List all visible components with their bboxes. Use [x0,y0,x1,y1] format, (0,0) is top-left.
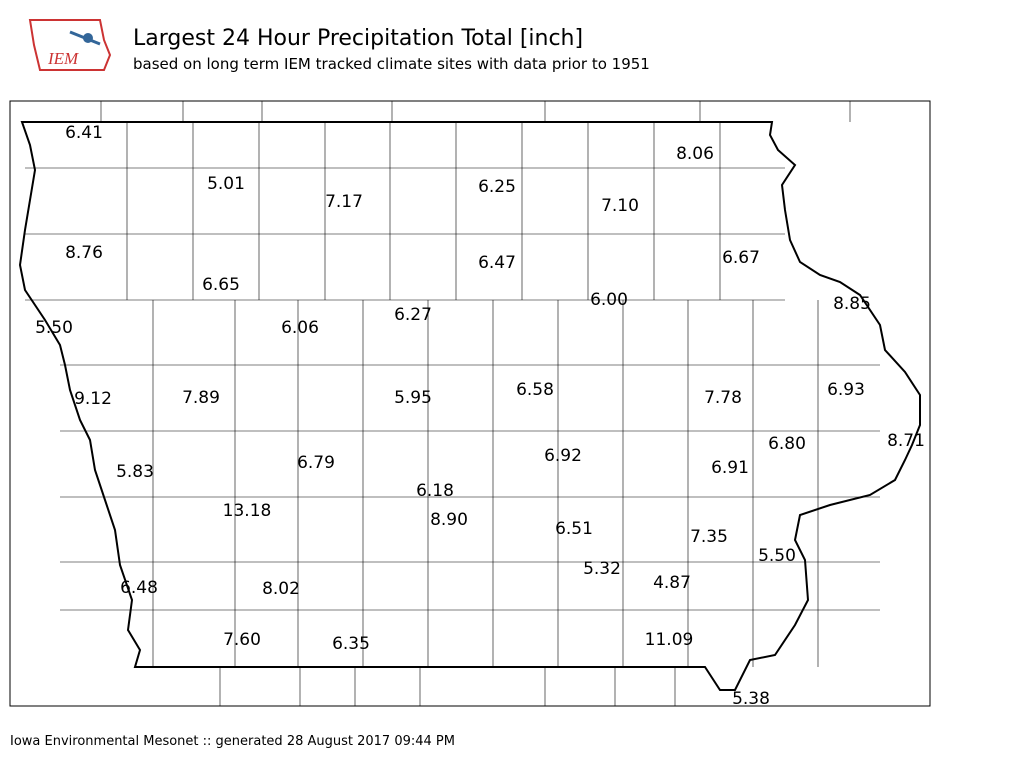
station-value: 7.10 [601,196,639,216]
station-value: 4.87 [653,573,691,593]
subtitle: based on long term IEM tracked climate s… [133,55,650,73]
station-value: 7.78 [704,388,742,408]
station-value: 6.47 [478,253,516,273]
station-value: 6.06 [281,318,319,338]
state-border [18,121,921,691]
station-value: 8.76 [65,243,103,263]
station-value: 8.02 [262,579,300,599]
station-value: 5.95 [394,388,432,408]
map-frame [9,100,931,707]
title: Largest 24 Hour Precipitation Total [inc… [133,26,583,51]
station-value: 6.93 [827,380,865,400]
station-value: 7.35 [690,527,728,547]
station-value: 8.90 [430,510,468,530]
station-value: 7.89 [182,388,220,408]
station-value: 6.91 [711,458,749,478]
station-value: 8.06 [676,144,714,164]
station-value: 7.17 [325,192,363,212]
station-value: 7.60 [223,630,261,650]
station-value: 6.92 [544,446,582,466]
station-value: 11.09 [645,630,694,650]
station-value: 6.51 [555,519,593,539]
station-value: 8.85 [833,294,871,314]
station-value: 5.38 [732,689,770,709]
station-value: 5.83 [116,462,154,482]
station-value: 6.48 [120,578,158,598]
station-value: 6.58 [516,380,554,400]
footer: Iowa Environmental Mesonet :: generated … [10,734,455,749]
station-value: 6.65 [202,275,240,295]
station-value: 13.18 [223,501,272,521]
station-value: 6.35 [332,634,370,654]
station-value: 6.67 [722,248,760,268]
station-value: 5.50 [758,546,796,566]
station-value: 8.71 [887,431,925,451]
value-labels: 6.41 5.01 7.17 6.25 7.10 8.06 8.76 6.65 6.47 6.67… [35,123,925,709]
logo-text: IEM [47,49,79,68]
station-value: 6.80 [768,434,806,454]
station-value: 6.27 [394,305,432,325]
station-value: 5.32 [583,559,621,579]
station-value: 5.01 [207,174,245,194]
station-value: 6.18 [416,481,454,501]
station-value: 5.50 [35,318,73,338]
station-value: 9.12 [74,389,112,409]
station-value: 6.00 [590,290,628,310]
station-value: 6.41 [65,123,103,143]
logo: IEM [28,19,112,71]
county-lines [25,101,880,706]
station-value: 6.79 [297,453,335,473]
station-value: 6.25 [478,177,516,197]
